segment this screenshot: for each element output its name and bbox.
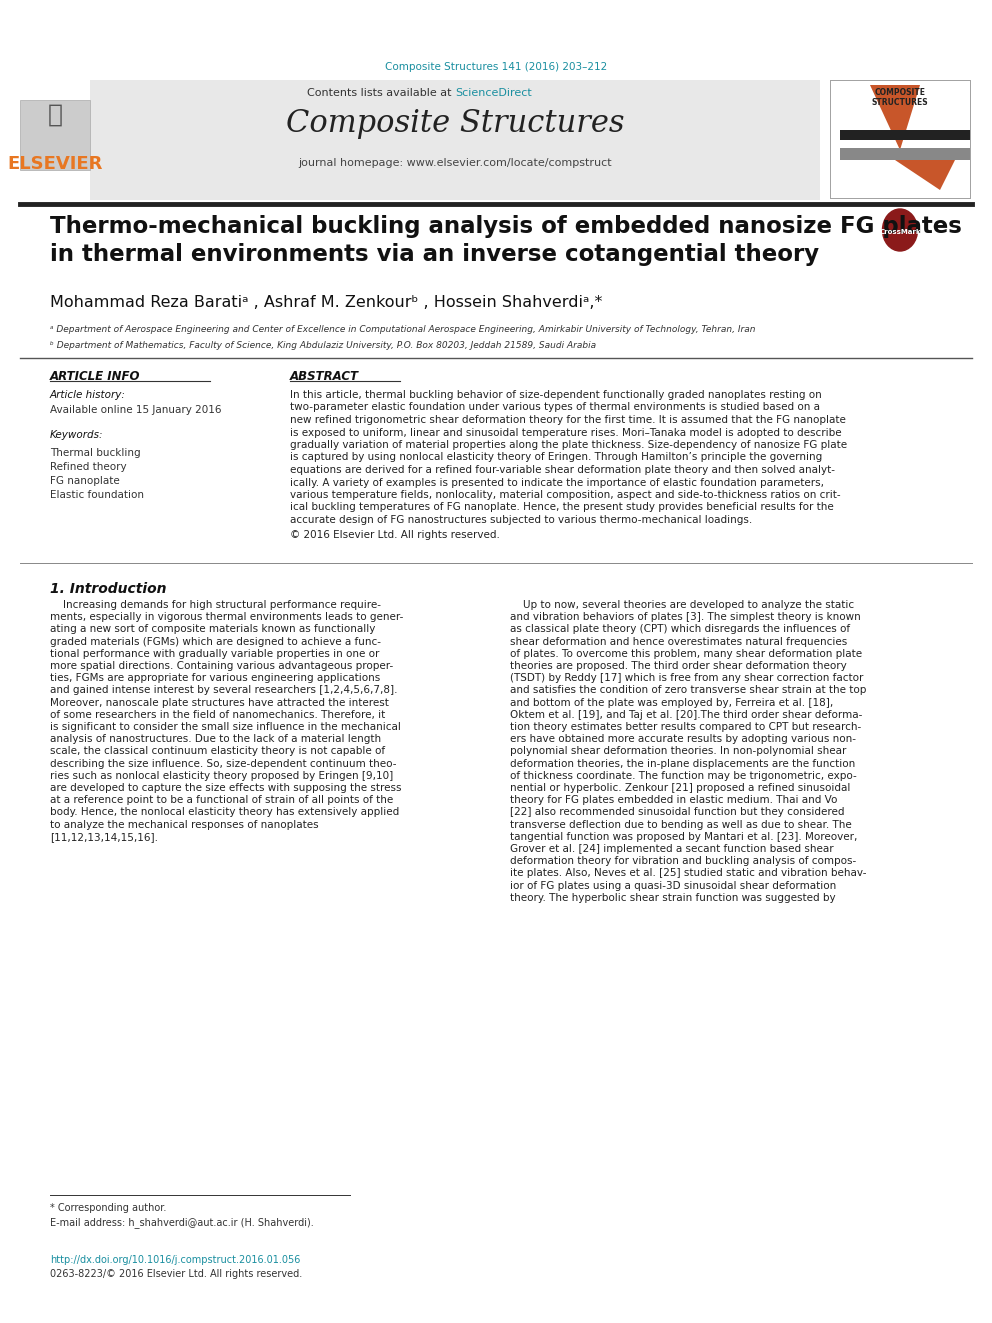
Text: tangential function was proposed by Mantari et al. [23]. Moreover,: tangential function was proposed by Mant… xyxy=(510,832,857,841)
Text: Refined theory: Refined theory xyxy=(50,462,127,472)
Text: ᵇ Department of Mathematics, Faculty of Science, King Abdulaziz University, P.O.: ᵇ Department of Mathematics, Faculty of … xyxy=(50,341,596,351)
Text: journal homepage: www.elsevier.com/locate/compstruct: journal homepage: www.elsevier.com/locat… xyxy=(299,157,612,168)
Text: [22] also recommended sinusoidal function but they considered: [22] also recommended sinusoidal functio… xyxy=(510,807,844,818)
Text: FG nanoplate: FG nanoplate xyxy=(50,476,120,486)
Text: to analyze the mechanical responses of nanoplates: to analyze the mechanical responses of n… xyxy=(50,820,318,830)
Text: at a reference point to be a functional of strain of all points of the: at a reference point to be a functional … xyxy=(50,795,393,806)
Text: Grover et al. [24] implemented a secant function based shear: Grover et al. [24] implemented a secant … xyxy=(510,844,833,855)
Text: scale, the classical continuum elasticity theory is not capable of: scale, the classical continuum elasticit… xyxy=(50,746,385,757)
Text: of plates. To overcome this problem, many shear deformation plate: of plates. To overcome this problem, man… xyxy=(510,648,862,659)
Text: accurate design of FG nanostructures subjected to various thermo-mechanical load: accurate design of FG nanostructures sub… xyxy=(290,515,752,525)
Text: analysis of nanostructures. Due to the lack of a material length: analysis of nanostructures. Due to the l… xyxy=(50,734,381,745)
Text: of some researchers in the field of nanomechanics. Therefore, it: of some researchers in the field of nano… xyxy=(50,710,385,720)
Text: body. Hence, the nonlocal elasticity theory has extensively applied: body. Hence, the nonlocal elasticity the… xyxy=(50,807,399,818)
Text: tional performance with gradually variable properties in one or: tional performance with gradually variab… xyxy=(50,648,379,659)
Text: deformation theory for vibration and buckling analysis of compos-: deformation theory for vibration and buc… xyxy=(510,856,856,867)
Text: ments, especially in vigorous thermal environments leads to gener-: ments, especially in vigorous thermal en… xyxy=(50,613,404,622)
Text: Elastic foundation: Elastic foundation xyxy=(50,490,144,500)
Text: new refined trigonometric shear deformation theory for the first time. It is ass: new refined trigonometric shear deformat… xyxy=(290,415,846,425)
Text: are developed to capture the size effects with supposing the stress: are developed to capture the size effect… xyxy=(50,783,402,792)
Text: Composite Structures 141 (2016) 203–212: Composite Structures 141 (2016) 203–212 xyxy=(385,62,607,71)
Text: tion theory estimates better results compared to CPT but research-: tion theory estimates better results com… xyxy=(510,722,861,732)
Text: ior of FG plates using a quasi-3D sinusoidal shear deformation: ior of FG plates using a quasi-3D sinuso… xyxy=(510,881,836,890)
Text: and vibration behaviors of plates [3]. The simplest theory is known: and vibration behaviors of plates [3]. T… xyxy=(510,613,861,622)
Text: theories are proposed. The third order shear deformation theory: theories are proposed. The third order s… xyxy=(510,662,847,671)
Text: various temperature fields, nonlocality, material composition, aspect and side-t: various temperature fields, nonlocality,… xyxy=(290,490,840,500)
Text: more spatial directions. Containing various advantageous proper-: more spatial directions. Containing vari… xyxy=(50,662,393,671)
Text: ties, FGMs are appropriate for various engineering applications: ties, FGMs are appropriate for various e… xyxy=(50,673,380,683)
Text: theory. The hyperbolic shear strain function was suggested by: theory. The hyperbolic shear strain func… xyxy=(510,893,835,902)
Bar xyxy=(20,101,90,169)
Text: gradually variation of material properties along the plate thickness. Size-depen: gradually variation of material properti… xyxy=(290,441,847,450)
Text: Thermo-mechanical buckling analysis of embedded nanosize FG plates
in thermal en: Thermo-mechanical buckling analysis of e… xyxy=(50,216,962,266)
Text: theory for FG plates embedded in elastic medium. Thai and Vo: theory for FG plates embedded in elastic… xyxy=(510,795,837,806)
Text: graded materials (FGMs) which are designed to achieve a func-: graded materials (FGMs) which are design… xyxy=(50,636,381,647)
Text: Up to now, several theories are developed to analyze the static: Up to now, several theories are develope… xyxy=(510,601,854,610)
Bar xyxy=(830,79,970,198)
Polygon shape xyxy=(880,149,960,191)
Text: In this article, thermal buckling behavior of size-dependent functionally graded: In this article, thermal buckling behavi… xyxy=(290,390,821,400)
Text: 🌳: 🌳 xyxy=(48,103,62,127)
Text: two-parameter elastic foundation under various types of thermal environments is : two-parameter elastic foundation under v… xyxy=(290,402,820,413)
Text: equations are derived for a refined four-variable shear deformation plate theory: equations are derived for a refined four… xyxy=(290,464,835,475)
Text: Moreover, nanoscale plate structures have attracted the interest: Moreover, nanoscale plate structures hav… xyxy=(50,697,389,708)
Text: ically. A variety of examples is presented to indicate the importance of elastic: ically. A variety of examples is present… xyxy=(290,478,824,487)
Text: Oktem et al. [19], and Taj et al. [20].The third order shear deforma-: Oktem et al. [19], and Taj et al. [20].T… xyxy=(510,710,862,720)
Text: (TSDT) by Reddy [17] which is free from any shear correction factor: (TSDT) by Reddy [17] which is free from … xyxy=(510,673,863,683)
Text: E-mail address: h_shahverdi@aut.ac.ir (H. Shahverdi).: E-mail address: h_shahverdi@aut.ac.ir (H… xyxy=(50,1217,313,1228)
Text: Mohammad Reza Baratiᵃ , Ashraf M. Zenkourᵇ , Hossein Shahverdiᵃ,*: Mohammad Reza Baratiᵃ , Ashraf M. Zenkou… xyxy=(50,295,602,310)
Text: ries such as nonlocal elasticity theory proposed by Eringen [9,10]: ries such as nonlocal elasticity theory … xyxy=(50,771,393,781)
Text: Available online 15 January 2016: Available online 15 January 2016 xyxy=(50,405,221,415)
Text: Composite Structures: Composite Structures xyxy=(286,108,624,139)
Text: deformation theories, the in-plane displacements are the function: deformation theories, the in-plane displ… xyxy=(510,758,855,769)
Text: Article history:: Article history: xyxy=(50,390,126,400)
Text: http://dx.doi.org/10.1016/j.compstruct.2016.01.056: http://dx.doi.org/10.1016/j.compstruct.2… xyxy=(50,1256,301,1265)
Text: and satisfies the condition of zero transverse shear strain at the top: and satisfies the condition of zero tran… xyxy=(510,685,866,696)
Text: 1. Introduction: 1. Introduction xyxy=(50,582,167,595)
Text: © 2016 Elsevier Ltd. All rights reserved.: © 2016 Elsevier Ltd. All rights reserved… xyxy=(290,529,500,540)
Text: and gained intense interest by several researchers [1,2,4,5,6,7,8].: and gained intense interest by several r… xyxy=(50,685,398,696)
Text: is exposed to uniform, linear and sinusoidal temperature rises. Mori–Tanaka mode: is exposed to uniform, linear and sinuso… xyxy=(290,427,841,438)
Text: transverse deflection due to bending as well as due to shear. The: transverse deflection due to bending as … xyxy=(510,820,852,830)
Text: ScienceDirect: ScienceDirect xyxy=(455,89,532,98)
Text: shear deformation and hence overestimates natural frequencies: shear deformation and hence overestimate… xyxy=(510,636,847,647)
Polygon shape xyxy=(870,85,920,149)
Text: polynomial shear deformation theories. In non-polynomial shear: polynomial shear deformation theories. I… xyxy=(510,746,846,757)
Text: ers have obtained more accurate results by adopting various non-: ers have obtained more accurate results … xyxy=(510,734,856,745)
Text: describing the size influence. So, size-dependent continuum theo-: describing the size influence. So, size-… xyxy=(50,758,397,769)
Text: Contents lists available at: Contents lists available at xyxy=(307,89,455,98)
Bar xyxy=(840,130,970,140)
Text: of thickness coordinate. The function may be trigonometric, expo-: of thickness coordinate. The function ma… xyxy=(510,771,857,781)
Text: nential or hyperbolic. Zenkour [21] proposed a refined sinusoidal: nential or hyperbolic. Zenkour [21] prop… xyxy=(510,783,850,792)
Bar xyxy=(840,148,970,160)
Text: COMPOSITE
STRUCTURES: COMPOSITE STRUCTURES xyxy=(872,89,929,107)
Text: is captured by using nonlocal elasticity theory of Eringen. Through Hamilton’s p: is captured by using nonlocal elasticity… xyxy=(290,452,822,463)
Text: as classical plate theory (CPT) which disregards the influences of: as classical plate theory (CPT) which di… xyxy=(510,624,850,635)
Text: ABSTRACT: ABSTRACT xyxy=(290,370,359,382)
Text: [11,12,13,14,15,16].: [11,12,13,14,15,16]. xyxy=(50,832,158,841)
Text: ating a new sort of composite materials known as functionally: ating a new sort of composite materials … xyxy=(50,624,375,635)
Text: CrossMark: CrossMark xyxy=(879,229,921,235)
Text: Increasing demands for high structural performance require-: Increasing demands for high structural p… xyxy=(50,601,381,610)
Ellipse shape xyxy=(883,209,918,251)
Bar xyxy=(90,79,820,200)
Text: is significant to consider the small size influence in the mechanical: is significant to consider the small siz… xyxy=(50,722,401,732)
Text: ELSEVIER: ELSEVIER xyxy=(7,155,103,173)
Text: 0263-8223/© 2016 Elsevier Ltd. All rights reserved.: 0263-8223/© 2016 Elsevier Ltd. All right… xyxy=(50,1269,303,1279)
Text: and bottom of the plate was employed by, Ferreira et al. [18],: and bottom of the plate was employed by,… xyxy=(510,697,833,708)
Bar xyxy=(830,79,970,198)
Text: Keywords:: Keywords: xyxy=(50,430,103,441)
Text: ARTICLE INFO: ARTICLE INFO xyxy=(50,370,141,382)
Text: ite plates. Also, Neves et al. [25] studied static and vibration behav-: ite plates. Also, Neves et al. [25] stud… xyxy=(510,868,866,878)
Text: * Corresponding author.: * Corresponding author. xyxy=(50,1203,167,1213)
Text: ical buckling temperatures of FG nanoplate. Hence, the present study provides be: ical buckling temperatures of FG nanopla… xyxy=(290,503,833,512)
Text: ᵃ Department of Aerospace Engineering and Center of Excellence in Computational : ᵃ Department of Aerospace Engineering an… xyxy=(50,325,756,333)
Text: Thermal buckling: Thermal buckling xyxy=(50,448,141,458)
